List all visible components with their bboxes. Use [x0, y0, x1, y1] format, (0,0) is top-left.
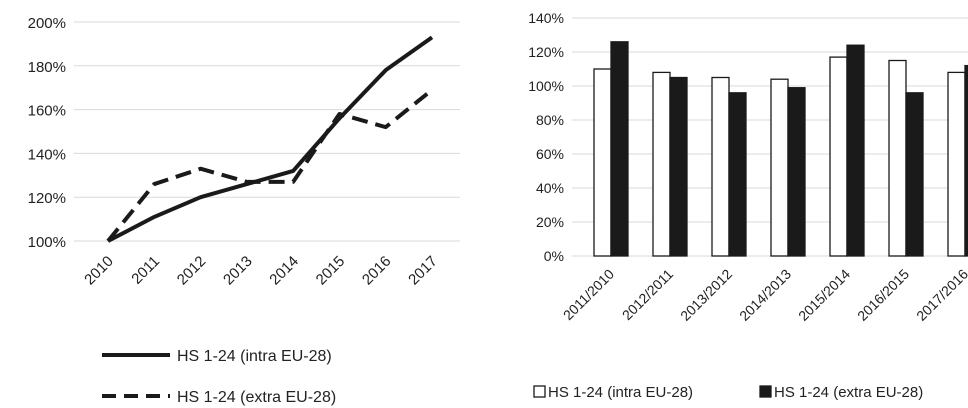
bar — [652, 71, 671, 257]
y-tick-label: 60% — [536, 146, 564, 162]
y-tick-label: 0% — [544, 248, 564, 264]
x-tick-label: 2017/2016 — [913, 266, 968, 324]
x-tick-label: 2013 — [220, 253, 256, 289]
x-tick-label: 2014/2013 — [736, 266, 794, 324]
x-tick-label: 2011/2010 — [560, 266, 618, 324]
legend-label: HS 1-24 (intra EU-28) — [548, 384, 693, 401]
bar — [888, 59, 907, 257]
y-tick-label: 100% — [28, 234, 66, 251]
y-tick-label: 80% — [536, 112, 564, 128]
bar — [905, 92, 924, 257]
bar — [947, 71, 966, 257]
legend-label: HS 1-24 (extra EU-28) — [774, 384, 923, 401]
bar — [593, 68, 612, 257]
y-tick-label: 20% — [536, 214, 564, 230]
x-tick-label: 2010 — [81, 253, 117, 289]
bar — [669, 76, 688, 257]
bar — [711, 76, 730, 257]
x-tick-label: 2016/2015 — [854, 266, 912, 324]
y-tick-label: 140% — [528, 10, 564, 26]
series-line — [106, 88, 434, 243]
y-tick-label: 200% — [28, 15, 66, 32]
bar — [846, 44, 865, 257]
x-tick-label: 2012/2011 — [619, 266, 677, 324]
series-line — [107, 35, 434, 243]
bar — [964, 64, 968, 257]
y-tick-label: 140% — [28, 146, 66, 163]
y-tick-label: 160% — [28, 103, 66, 120]
legend-label: HS 1-24 (intra EU-28) — [177, 348, 332, 365]
bar — [829, 56, 848, 257]
x-tick-label: 2014 — [266, 253, 302, 289]
y-tick-label: 120% — [28, 190, 66, 207]
bar — [770, 78, 789, 257]
x-tick-label: 2015/2014 — [795, 266, 853, 324]
x-tick-label: 2013/2012 — [677, 266, 735, 324]
line-chart: 100% 120% 140% 160% 180% 200% 2010 2011 2012 201… — [28, 15, 460, 406]
y-tick-label: 100% — [528, 78, 564, 94]
bar — [610, 41, 629, 257]
y-tick-label: 40% — [536, 180, 564, 196]
bar — [728, 92, 747, 257]
y-tick-label: 120% — [528, 44, 564, 60]
x-tick-label: 2017 — [405, 253, 441, 289]
x-tick-label: 2016 — [359, 253, 395, 289]
bar — [787, 87, 806, 257]
bar-chart: 0% 20% 40% 60% 80% 100% 120% 140% 2011/2010 2012… — [528, 10, 968, 401]
y-tick-label: 180% — [28, 59, 66, 76]
x-tick-label: 2015 — [313, 253, 349, 289]
legend-label: HS 1-24 (extra EU-28) — [177, 389, 336, 406]
legend-swatch — [759, 385, 772, 398]
legend-swatch — [533, 385, 546, 398]
x-tick-label: 2011 — [128, 253, 163, 288]
x-tick-label: 2012 — [174, 253, 210, 289]
